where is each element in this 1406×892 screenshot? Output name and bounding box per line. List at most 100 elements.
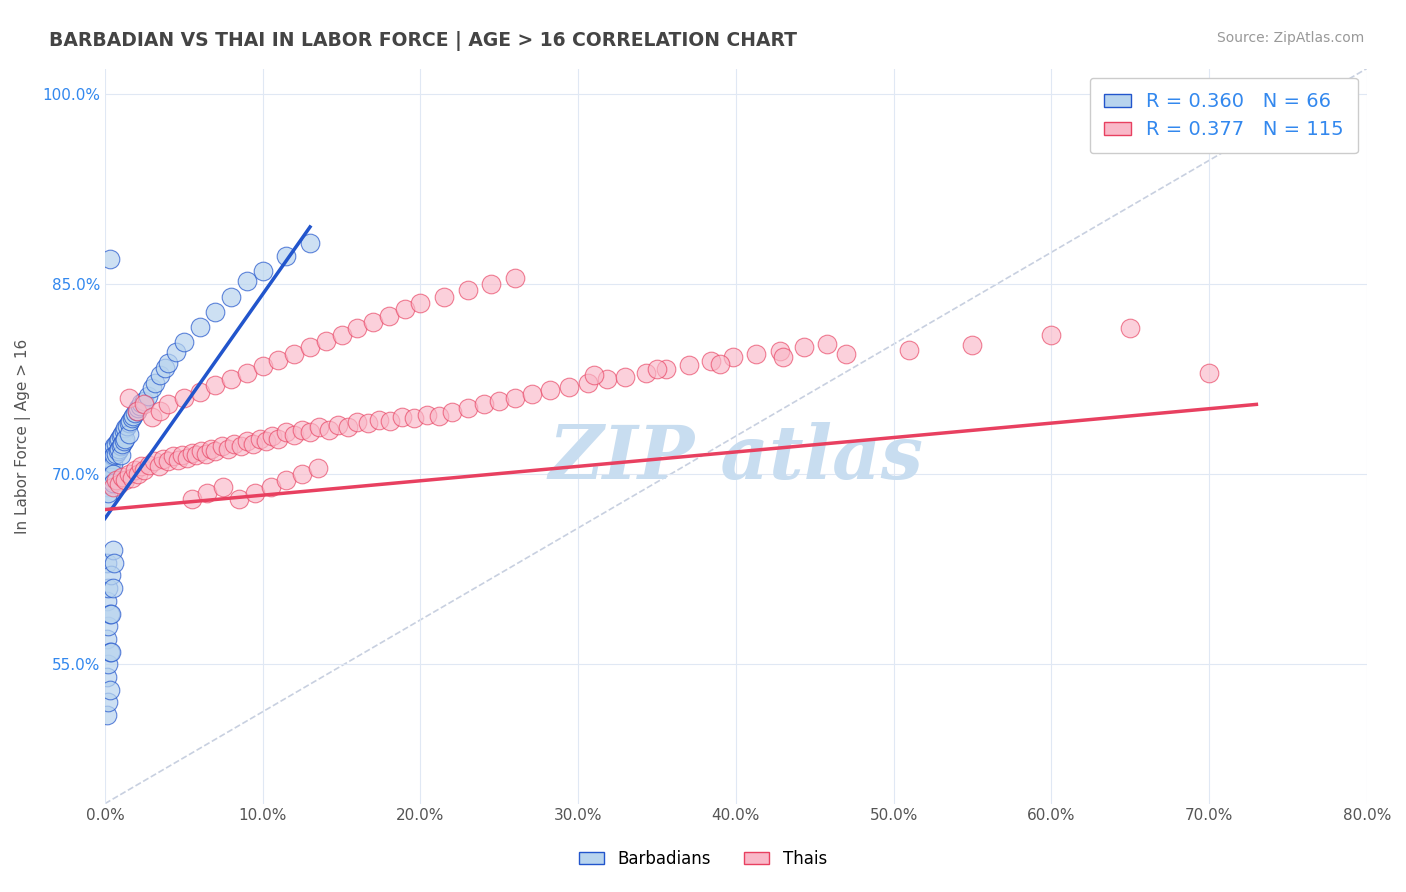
Point (472, 397, 495, 411)
Point (134, 397, 156, 411)
Point (114, 432, 136, 446)
Point (394, 302, 416, 317)
Point (136, 388, 159, 402)
Point (98, 457, 121, 471)
Point (114, 474, 136, 488)
Point (114, 421, 136, 435)
Point (96, 707, 118, 722)
Point (793, 340, 815, 354)
Point (298, 425, 321, 440)
Point (678, 358, 700, 372)
Point (97, 619, 120, 633)
Point (298, 340, 321, 354)
Point (128, 399, 150, 413)
Point (96, 492, 118, 507)
Point (117, 417, 139, 431)
Point (721, 351, 744, 365)
Point (291, 467, 314, 481)
Point (173, 391, 195, 405)
Point (100, 460, 122, 475)
Point (108, 442, 131, 456)
Point (315, 334, 337, 348)
Point (440, 405, 463, 419)
Point (211, 439, 233, 453)
Point (101, 457, 124, 471)
Point (330, 327, 353, 342)
Point (262, 429, 284, 443)
Point (898, 343, 921, 357)
Point (1040, 327, 1063, 342)
Point (200, 442, 222, 456)
Point (110, 448, 132, 462)
Point (772, 351, 794, 365)
Point (962, 338, 984, 352)
Point (96, 556, 118, 570)
Point (157, 454, 180, 468)
Point (111, 426, 134, 441)
Point (124, 406, 146, 420)
Point (149, 368, 172, 383)
Point (112, 424, 135, 438)
Point (699, 354, 721, 368)
Point (1198, 366, 1220, 380)
Point (361, 315, 384, 329)
Point (188, 384, 211, 399)
Point (125, 403, 148, 417)
Point (457, 401, 479, 416)
Point (141, 381, 163, 395)
Point (141, 410, 163, 425)
Point (165, 345, 187, 359)
Point (98, 682, 121, 697)
Point (276, 249, 298, 263)
Text: BARBADIAN VS THAI IN LABOR FORCE | AGE > 16 CORRELATION CHART: BARBADIAN VS THAI IN LABOR FORCE | AGE >… (49, 31, 797, 51)
Point (101, 475, 124, 490)
Point (236, 434, 259, 449)
Point (107, 444, 129, 458)
Point (835, 347, 858, 361)
Point (98, 448, 121, 462)
Point (503, 391, 526, 405)
Point (769, 344, 792, 359)
Point (346, 321, 368, 335)
Point (127, 467, 149, 481)
Point (96, 594, 118, 608)
Point (404, 411, 426, 425)
Point (283, 347, 305, 361)
Point (204, 378, 226, 392)
Point (307, 460, 329, 475)
Point (457, 283, 479, 297)
Point (124, 463, 146, 477)
Point (188, 320, 211, 334)
Point (129, 459, 152, 474)
Point (98, 607, 121, 621)
Point (149, 403, 172, 417)
Point (318, 423, 340, 437)
Point (134, 393, 156, 408)
Point (157, 397, 180, 411)
Point (105, 474, 128, 488)
Point (276, 474, 298, 488)
Point (298, 236, 321, 251)
Point (111, 469, 134, 483)
Point (557, 379, 579, 393)
Legend: Barbadians, Thais: Barbadians, Thais (572, 844, 834, 875)
Point (97, 695, 120, 709)
Point (308, 420, 330, 434)
Point (236, 366, 259, 380)
Point (709, 357, 731, 371)
Point (148, 459, 170, 474)
Point (228, 492, 250, 507)
Point (142, 454, 165, 468)
Point (166, 453, 188, 467)
Point (107, 434, 129, 449)
Point (252, 359, 274, 374)
Point (152, 451, 174, 466)
Point (582, 368, 605, 383)
Point (110, 439, 132, 453)
Point (101, 480, 124, 494)
Point (427, 409, 450, 423)
Point (153, 360, 176, 375)
Point (186, 448, 208, 462)
Point (645, 362, 668, 376)
Point (391, 410, 413, 425)
